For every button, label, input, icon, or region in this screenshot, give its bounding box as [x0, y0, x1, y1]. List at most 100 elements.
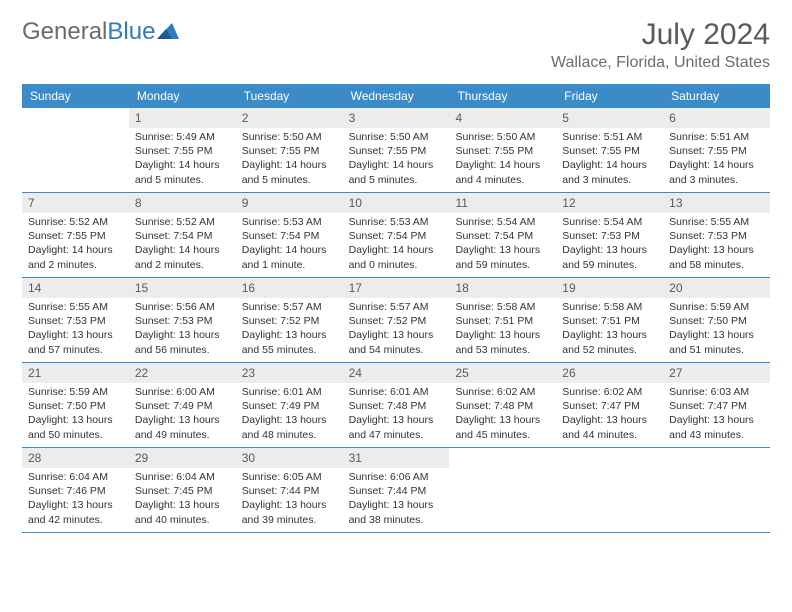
sunset-text: Sunset: 7:55 PM — [242, 144, 337, 158]
daylight-text: Daylight: 13 hours and 52 minutes. — [562, 328, 657, 356]
day-cell — [22, 108, 129, 192]
day-cell: 16Sunrise: 5:57 AMSunset: 7:52 PMDayligh… — [236, 278, 343, 362]
sunrise-text: Sunrise: 5:52 AM — [135, 215, 230, 229]
day-cell: 31Sunrise: 6:06 AMSunset: 7:44 PMDayligh… — [343, 448, 450, 532]
sunrise-text: Sunrise: 5:58 AM — [562, 300, 657, 314]
day-number: 23 — [236, 363, 343, 383]
day-number: 11 — [449, 193, 556, 213]
day-cell: 4Sunrise: 5:50 AMSunset: 7:55 PMDaylight… — [449, 108, 556, 192]
sunrise-text: Sunrise: 5:51 AM — [669, 130, 764, 144]
daylight-text: Daylight: 14 hours and 0 minutes. — [349, 243, 444, 271]
day-number: 12 — [556, 193, 663, 213]
sunset-text: Sunset: 7:54 PM — [135, 229, 230, 243]
day-number: 27 — [663, 363, 770, 383]
daylight-text: Daylight: 13 hours and 38 minutes. — [349, 498, 444, 526]
sunrise-text: Sunrise: 6:02 AM — [562, 385, 657, 399]
sunrise-text: Sunrise: 5:53 AM — [349, 215, 444, 229]
daylight-text: Daylight: 14 hours and 1 minute. — [242, 243, 337, 271]
location-text: Wallace, Florida, United States — [551, 54, 770, 72]
day-cell: 22Sunrise: 6:00 AMSunset: 7:49 PMDayligh… — [129, 363, 236, 447]
day-number: 17 — [343, 278, 450, 298]
calendar: SundayMondayTuesdayWednesdayThursdayFrid… — [22, 84, 770, 533]
week-row: 14Sunrise: 5:55 AMSunset: 7:53 PMDayligh… — [22, 278, 770, 363]
week-row: 7Sunrise: 5:52 AMSunset: 7:55 PMDaylight… — [22, 193, 770, 278]
sunrise-text: Sunrise: 5:55 AM — [28, 300, 123, 314]
day-cell: 11Sunrise: 5:54 AMSunset: 7:54 PMDayligh… — [449, 193, 556, 277]
triangle-icon — [157, 18, 179, 46]
sunrise-text: Sunrise: 5:56 AM — [135, 300, 230, 314]
sunset-text: Sunset: 7:53 PM — [28, 314, 123, 328]
sunrise-text: Sunrise: 5:59 AM — [669, 300, 764, 314]
sunset-text: Sunset: 7:47 PM — [562, 399, 657, 413]
day-body: Sunrise: 6:06 AMSunset: 7:44 PMDaylight:… — [343, 468, 450, 531]
day-number — [556, 448, 663, 454]
day-body: Sunrise: 5:54 AMSunset: 7:54 PMDaylight:… — [449, 213, 556, 276]
day-cell: 27Sunrise: 6:03 AMSunset: 7:47 PMDayligh… — [663, 363, 770, 447]
day-body: Sunrise: 6:01 AMSunset: 7:48 PMDaylight:… — [343, 383, 450, 446]
sunrise-text: Sunrise: 6:05 AM — [242, 470, 337, 484]
day-cell — [663, 448, 770, 532]
day-cell: 25Sunrise: 6:02 AMSunset: 7:48 PMDayligh… — [449, 363, 556, 447]
sunset-text: Sunset: 7:44 PM — [242, 484, 337, 498]
day-body: Sunrise: 6:04 AMSunset: 7:45 PMDaylight:… — [129, 468, 236, 531]
day-number — [663, 448, 770, 454]
sunset-text: Sunset: 7:46 PM — [28, 484, 123, 498]
sunrise-text: Sunrise: 6:00 AM — [135, 385, 230, 399]
day-number: 7 — [22, 193, 129, 213]
day-body: Sunrise: 5:58 AMSunset: 7:51 PMDaylight:… — [449, 298, 556, 361]
day-body: Sunrise: 5:53 AMSunset: 7:54 PMDaylight:… — [343, 213, 450, 276]
day-cell: 26Sunrise: 6:02 AMSunset: 7:47 PMDayligh… — [556, 363, 663, 447]
day-number: 2 — [236, 108, 343, 128]
sunset-text: Sunset: 7:53 PM — [669, 229, 764, 243]
day-number: 13 — [663, 193, 770, 213]
day-cell: 1Sunrise: 5:49 AMSunset: 7:55 PMDaylight… — [129, 108, 236, 192]
day-number: 5 — [556, 108, 663, 128]
day-cell: 20Sunrise: 5:59 AMSunset: 7:50 PMDayligh… — [663, 278, 770, 362]
sunrise-text: Sunrise: 5:54 AM — [562, 215, 657, 229]
daylight-text: Daylight: 13 hours and 47 minutes. — [349, 413, 444, 441]
day-body: Sunrise: 5:51 AMSunset: 7:55 PMDaylight:… — [663, 128, 770, 191]
sunset-text: Sunset: 7:45 PM — [135, 484, 230, 498]
daylight-text: Daylight: 13 hours and 40 minutes. — [135, 498, 230, 526]
calendar-header-row: SundayMondayTuesdayWednesdayThursdayFrid… — [22, 84, 770, 108]
day-cell: 14Sunrise: 5:55 AMSunset: 7:53 PMDayligh… — [22, 278, 129, 362]
dow-thursday: Thursday — [449, 84, 556, 108]
sunrise-text: Sunrise: 5:53 AM — [242, 215, 337, 229]
day-cell: 21Sunrise: 5:59 AMSunset: 7:50 PMDayligh… — [22, 363, 129, 447]
daylight-text: Daylight: 13 hours and 59 minutes. — [455, 243, 550, 271]
day-number: 15 — [129, 278, 236, 298]
daylight-text: Daylight: 13 hours and 48 minutes. — [242, 413, 337, 441]
day-body: Sunrise: 5:57 AMSunset: 7:52 PMDaylight:… — [236, 298, 343, 361]
day-cell: 3Sunrise: 5:50 AMSunset: 7:55 PMDaylight… — [343, 108, 450, 192]
week-row: 21Sunrise: 5:59 AMSunset: 7:50 PMDayligh… — [22, 363, 770, 448]
day-cell: 24Sunrise: 6:01 AMSunset: 7:48 PMDayligh… — [343, 363, 450, 447]
daylight-text: Daylight: 13 hours and 42 minutes. — [28, 498, 123, 526]
day-cell: 17Sunrise: 5:57 AMSunset: 7:52 PMDayligh… — [343, 278, 450, 362]
day-number: 20 — [663, 278, 770, 298]
day-cell: 2Sunrise: 5:50 AMSunset: 7:55 PMDaylight… — [236, 108, 343, 192]
day-number: 18 — [449, 278, 556, 298]
sunset-text: Sunset: 7:55 PM — [28, 229, 123, 243]
sunset-text: Sunset: 7:48 PM — [455, 399, 550, 413]
dow-sunday: Sunday — [22, 84, 129, 108]
sunrise-text: Sunrise: 5:51 AM — [562, 130, 657, 144]
day-cell: 28Sunrise: 6:04 AMSunset: 7:46 PMDayligh… — [22, 448, 129, 532]
day-cell: 5Sunrise: 5:51 AMSunset: 7:55 PMDaylight… — [556, 108, 663, 192]
day-body: Sunrise: 5:59 AMSunset: 7:50 PMDaylight:… — [663, 298, 770, 361]
daylight-text: Daylight: 13 hours and 59 minutes. — [562, 243, 657, 271]
dow-saturday: Saturday — [663, 84, 770, 108]
sunset-text: Sunset: 7:55 PM — [669, 144, 764, 158]
day-number: 19 — [556, 278, 663, 298]
daylight-text: Daylight: 14 hours and 2 minutes. — [28, 243, 123, 271]
daylight-text: Daylight: 13 hours and 51 minutes. — [669, 328, 764, 356]
daylight-text: Daylight: 13 hours and 49 minutes. — [135, 413, 230, 441]
day-body: Sunrise: 5:55 AMSunset: 7:53 PMDaylight:… — [663, 213, 770, 276]
sunset-text: Sunset: 7:52 PM — [242, 314, 337, 328]
day-number: 24 — [343, 363, 450, 383]
daylight-text: Daylight: 13 hours and 39 minutes. — [242, 498, 337, 526]
day-number: 26 — [556, 363, 663, 383]
month-title: July 2024 — [551, 18, 770, 52]
sunrise-text: Sunrise: 5:54 AM — [455, 215, 550, 229]
sunset-text: Sunset: 7:44 PM — [349, 484, 444, 498]
day-number: 9 — [236, 193, 343, 213]
